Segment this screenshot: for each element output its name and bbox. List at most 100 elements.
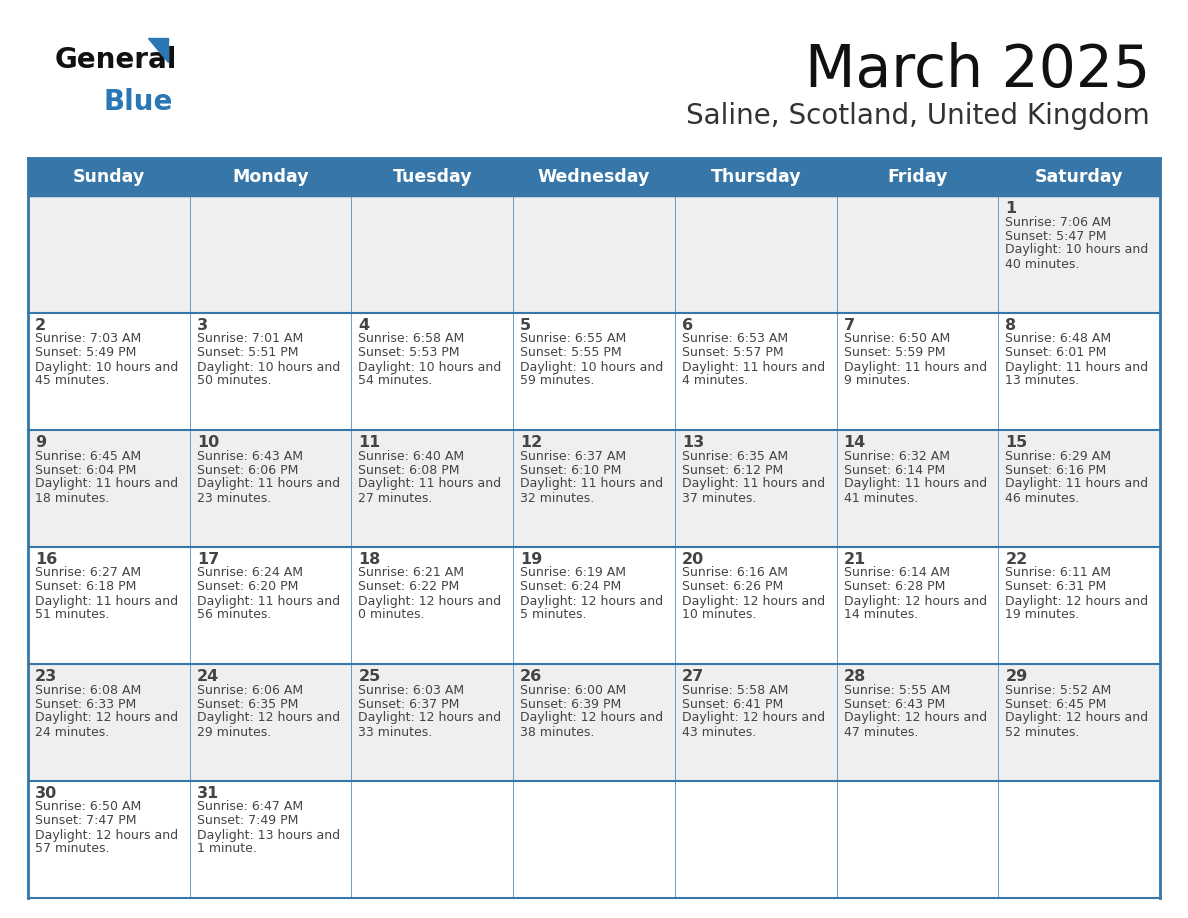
Text: 21: 21 [843,552,866,567]
Text: 27: 27 [682,669,704,684]
Text: Sunrise: 7:01 AM: Sunrise: 7:01 AM [197,332,303,345]
Text: Daylight: 11 hours and: Daylight: 11 hours and [359,477,501,490]
Text: Sunset: 6:39 PM: Sunset: 6:39 PM [520,698,621,711]
Text: Sunset: 6:43 PM: Sunset: 6:43 PM [843,698,944,711]
Text: Friday: Friday [887,168,948,186]
Text: 10 minutes.: 10 minutes. [682,609,757,621]
Text: Sunrise: 6:21 AM: Sunrise: 6:21 AM [359,566,465,579]
Text: Sunset: 7:47 PM: Sunset: 7:47 PM [34,814,137,827]
Text: 30: 30 [34,786,57,801]
Text: 16: 16 [34,552,57,567]
Text: Monday: Monday [233,168,309,186]
Text: Sunrise: 6:40 AM: Sunrise: 6:40 AM [359,450,465,463]
Text: 37 minutes.: 37 minutes. [682,491,757,505]
Text: Daylight: 11 hours and: Daylight: 11 hours and [34,477,178,490]
Text: Daylight: 11 hours and: Daylight: 11 hours and [520,477,663,490]
Text: 56 minutes.: 56 minutes. [197,609,271,621]
Text: Sunrise: 6:32 AM: Sunrise: 6:32 AM [843,450,949,463]
Text: 7: 7 [843,318,854,333]
Text: 9: 9 [34,435,46,450]
Text: 46 minutes.: 46 minutes. [1005,491,1080,505]
Text: Sunrise: 6:00 AM: Sunrise: 6:00 AM [520,684,626,697]
Text: Daylight: 12 hours and: Daylight: 12 hours and [34,711,178,724]
Text: Sunrise: 6:50 AM: Sunrise: 6:50 AM [34,800,141,813]
Text: Daylight: 10 hours and: Daylight: 10 hours and [1005,243,1149,256]
Text: Daylight: 11 hours and: Daylight: 11 hours and [34,595,178,608]
Text: Blue: Blue [103,88,172,116]
Text: Sunrise: 6:55 AM: Sunrise: 6:55 AM [520,332,626,345]
Text: 29: 29 [1005,669,1028,684]
Text: Sunset: 5:57 PM: Sunset: 5:57 PM [682,346,783,360]
Text: Sunset: 6:45 PM: Sunset: 6:45 PM [1005,698,1107,711]
Bar [29,430,1159,547]
Text: Sunrise: 7:03 AM: Sunrise: 7:03 AM [34,332,141,345]
Text: Sunset: 6:14 PM: Sunset: 6:14 PM [843,464,944,476]
Text: 13 minutes.: 13 minutes. [1005,375,1080,387]
Text: Daylight: 10 hours and: Daylight: 10 hours and [197,361,340,374]
Text: 28: 28 [843,669,866,684]
Text: Sunset: 5:53 PM: Sunset: 5:53 PM [359,346,460,360]
Text: 4 minutes.: 4 minutes. [682,375,748,387]
Text: Daylight: 12 hours and: Daylight: 12 hours and [682,711,824,724]
Text: Sunrise: 6:27 AM: Sunrise: 6:27 AM [34,566,141,579]
Text: Sunrise: 6:03 AM: Sunrise: 6:03 AM [359,684,465,697]
Text: Daylight: 11 hours and: Daylight: 11 hours and [843,361,987,374]
Text: 5 minutes.: 5 minutes. [520,609,587,621]
Text: Thursday: Thursday [710,168,801,186]
Text: Wednesday: Wednesday [538,168,650,186]
Text: 13: 13 [682,435,704,450]
Text: 18 minutes.: 18 minutes. [34,491,109,505]
Text: Daylight: 10 hours and: Daylight: 10 hours and [520,361,663,374]
Text: 43 minutes.: 43 minutes. [682,725,756,738]
Text: Sunset: 6:04 PM: Sunset: 6:04 PM [34,464,137,476]
Text: Sunrise: 7:06 AM: Sunrise: 7:06 AM [1005,216,1112,229]
Bar [29,313,1159,430]
Text: 19: 19 [520,552,543,567]
Text: 4: 4 [359,318,369,333]
Text: 12: 12 [520,435,543,450]
Text: Sunrise: 6:47 AM: Sunrise: 6:47 AM [197,800,303,813]
Text: 23: 23 [34,669,57,684]
Text: Daylight: 11 hours and: Daylight: 11 hours and [1005,477,1149,490]
Text: Daylight: 13 hours and: Daylight: 13 hours and [197,829,340,842]
Text: 15: 15 [1005,435,1028,450]
Text: 52 minutes.: 52 minutes. [1005,725,1080,738]
Text: March 2025: March 2025 [804,42,1150,99]
Text: 25: 25 [359,669,380,684]
Text: 0 minutes.: 0 minutes. [359,609,425,621]
Text: Daylight: 12 hours and: Daylight: 12 hours and [1005,595,1149,608]
Text: 32 minutes.: 32 minutes. [520,491,594,505]
Text: Sunset: 6:35 PM: Sunset: 6:35 PM [197,698,298,711]
Text: Daylight: 12 hours and: Daylight: 12 hours and [682,595,824,608]
Text: Sunset: 6:10 PM: Sunset: 6:10 PM [520,464,621,476]
Text: Sunset: 6:06 PM: Sunset: 6:06 PM [197,464,298,476]
Text: Sunset: 6:28 PM: Sunset: 6:28 PM [843,580,944,594]
Text: General: General [55,46,177,74]
Text: Sunrise: 6:14 AM: Sunrise: 6:14 AM [843,566,949,579]
Text: Sunset: 6:01 PM: Sunset: 6:01 PM [1005,346,1107,360]
Text: 5: 5 [520,318,531,333]
Text: Sunrise: 6:45 AM: Sunrise: 6:45 AM [34,450,141,463]
Text: Sunrise: 6:19 AM: Sunrise: 6:19 AM [520,566,626,579]
Text: Daylight: 11 hours and: Daylight: 11 hours and [197,595,340,608]
Text: Sunrise: 6:48 AM: Sunrise: 6:48 AM [1005,332,1112,345]
Text: 31: 31 [197,786,219,801]
Text: Sunrise: 6:29 AM: Sunrise: 6:29 AM [1005,450,1111,463]
Text: Daylight: 11 hours and: Daylight: 11 hours and [682,361,824,374]
Bar [29,664,1159,781]
Text: 14 minutes.: 14 minutes. [843,609,918,621]
Text: Sunrise: 6:11 AM: Sunrise: 6:11 AM [1005,566,1111,579]
Text: Sunset: 6:33 PM: Sunset: 6:33 PM [34,698,137,711]
Text: Daylight: 11 hours and: Daylight: 11 hours and [682,477,824,490]
Text: Sunset: 6:20 PM: Sunset: 6:20 PM [197,580,298,594]
Text: Sunset: 6:22 PM: Sunset: 6:22 PM [359,580,460,594]
Text: Sunrise: 6:50 AM: Sunrise: 6:50 AM [843,332,950,345]
Text: Sunrise: 6:06 AM: Sunrise: 6:06 AM [197,684,303,697]
Text: Sunset: 5:59 PM: Sunset: 5:59 PM [843,346,946,360]
Text: Sunrise: 5:52 AM: Sunrise: 5:52 AM [1005,684,1112,697]
Text: 24: 24 [197,669,219,684]
Text: Sunrise: 6:24 AM: Sunrise: 6:24 AM [197,566,303,579]
Text: Sunset: 7:49 PM: Sunset: 7:49 PM [197,814,298,827]
Text: 9 minutes.: 9 minutes. [843,375,910,387]
Text: 10: 10 [197,435,219,450]
